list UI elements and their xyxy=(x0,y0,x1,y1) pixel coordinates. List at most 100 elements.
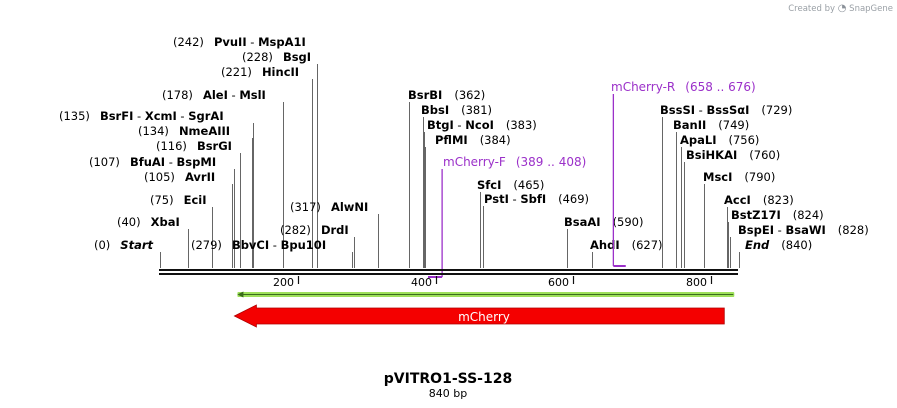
site-name-bbsi: BbsI xyxy=(421,103,449,117)
site-lines xyxy=(160,64,740,268)
site-num-bsihkai: (760) xyxy=(749,148,780,162)
label-bsaai: BsaAI (590) xyxy=(564,215,644,229)
site-num-bstz17i: (824) xyxy=(793,208,824,222)
orf-arrowhead-mcherry xyxy=(237,291,244,298)
site-num-start: (0) xyxy=(94,238,110,252)
label-end: End (840) xyxy=(745,238,812,252)
site-name-bpu10i: Bpu10I xyxy=(281,238,326,252)
label-psti: PstI - SbfI (469) xyxy=(484,192,589,206)
credit-prefix: Created by xyxy=(788,4,836,14)
site-name-banii: BanII xyxy=(673,118,706,132)
label-pvuii: (242) PvuII - MspA1I xyxy=(173,35,306,49)
backbone-strand-top xyxy=(159,269,738,271)
label-bsrgi: (116) BsrGI xyxy=(156,139,232,153)
site-num-bsssai: (729) xyxy=(761,103,792,117)
plasmid-length: 840 bp xyxy=(429,387,467,400)
label-xbai: (40) XbaI xyxy=(117,215,180,229)
tick-label-200: 200 xyxy=(273,276,294,289)
site-name-psti: PstI xyxy=(484,192,509,206)
site-name-sfci: SfcI xyxy=(477,178,501,192)
site-num-alwni: (317) xyxy=(290,200,321,214)
site-num-nmeaiii: (134) xyxy=(138,124,169,138)
label-msci: MscI (790) xyxy=(703,170,775,184)
site-name-sgrai: SgrAI xyxy=(188,109,223,123)
backbone-strand-bottom xyxy=(159,273,738,275)
site-name-alei: AleI xyxy=(203,88,228,102)
site-num-drdi: (282) xyxy=(280,223,311,237)
site-num-pflmi: (384) xyxy=(480,133,511,147)
label-hincii: (221) HincII xyxy=(221,65,299,79)
site-labels: (242) PvuII - MspA1I (228) BsgI (221) HincI… xyxy=(59,35,869,252)
site-num-acci: (823) xyxy=(763,193,794,207)
site-num-msci: (790) xyxy=(744,170,775,184)
label-bspei: BspEI - BsaWI (828) xyxy=(738,223,869,237)
site-name-bsihkai: BsiHKAI xyxy=(686,148,737,162)
site-name-bsgi: BsgI xyxy=(283,50,311,64)
label-bsrbi: BsrBI (362) xyxy=(408,88,485,102)
tick-label-400: 400 xyxy=(411,276,432,289)
label-ecii: (75) EciI xyxy=(150,193,207,207)
site-name-apali: ApaLI xyxy=(680,133,717,147)
site-name-drdi: DrdI xyxy=(321,223,349,237)
primer-range-mcherry-f: (389 .. 408) xyxy=(516,155,586,169)
primer-label-mcherry-r: mCherry-R (658 .. 676) xyxy=(611,80,756,94)
sequence-backbone xyxy=(159,269,738,275)
site-name-end: End xyxy=(745,238,770,252)
site-name-bbvci: BbvCI xyxy=(232,238,269,252)
site-num-banii: (749) xyxy=(718,118,749,132)
label-drdi: (282) DrdI xyxy=(280,223,349,237)
site-num-bsawi: (828) xyxy=(838,223,869,237)
site-name-btgi: BtgI xyxy=(427,118,454,132)
site-name-avrii: AvrII xyxy=(185,170,215,184)
site-num-avrii: (105) xyxy=(144,170,175,184)
label-bbsi: BbsI (381) xyxy=(421,103,492,117)
label-banii: BanII (749) xyxy=(673,118,749,132)
label-bsgi: (228) BsgI xyxy=(242,50,311,64)
created-by-credit: Created by ◔ SnapGene xyxy=(788,3,893,14)
label-bsihkai: BsiHKAI (760) xyxy=(686,148,780,162)
primer-marks xyxy=(428,94,626,278)
site-num-bsgi: (228) xyxy=(242,50,273,64)
label-sfci: SfcI (465) xyxy=(477,178,544,192)
site-name-acci: AccI xyxy=(724,193,751,207)
snapgene-logo-icon: ◔ xyxy=(837,3,847,14)
site-name-bsrgi: BsrGI xyxy=(197,139,232,153)
primer-labels: mCherry-F (389 .. 408) mCherry-R (658 .. 6… xyxy=(443,80,756,169)
site-num-bsrbi: (362) xyxy=(454,88,485,102)
site-num-bbvci: (279) xyxy=(191,238,222,252)
site-num-ahdi: (627) xyxy=(632,238,663,252)
label-bsrfi: (135) BsrFI - XcmI - SgrAI xyxy=(59,109,224,123)
site-name-bstz17i: BstZ17I xyxy=(731,208,781,222)
site-num-pvuii: (242) xyxy=(173,35,204,49)
site-name-bsrbi: BsrBI xyxy=(408,88,442,102)
label-ahdi: AhdI (627) xyxy=(590,238,663,252)
site-name-msli: MslI xyxy=(239,88,266,102)
site-name-bsaai: BsaAI xyxy=(564,215,601,229)
site-num-alei: (178) xyxy=(162,88,193,102)
site-name-ecii: EciI xyxy=(184,193,207,207)
site-num-bsaai: (590) xyxy=(613,215,644,229)
primer-name-mcherry-f: mCherry-F xyxy=(443,155,506,169)
site-name-bsssi: BssSI xyxy=(660,103,695,117)
label-alwni: (317) AlwNI xyxy=(290,200,368,214)
site-num-ecii: (75) xyxy=(150,193,174,207)
credit-brand: SnapGene xyxy=(849,4,893,14)
site-name-ncoi: NcoI xyxy=(465,118,494,132)
primer-label-mcherry-f: mCherry-F (389 .. 408) xyxy=(443,155,586,169)
site-num-xbai: (40) xyxy=(117,215,141,229)
site-name-msci: MscI xyxy=(703,170,732,184)
label-bbvci: (279) BbvCI - Bpu10I xyxy=(191,238,326,252)
site-name-pflmi: PflMI xyxy=(435,133,468,147)
primer-name-mcherry-r: mCherry-R xyxy=(611,80,675,94)
site-num-apali: (756) xyxy=(729,133,760,147)
label-bsssi: BssSI - BssSαI (729) xyxy=(660,103,792,117)
site-num-bsrgi: (116) xyxy=(156,139,187,153)
label-nmeaiii: (134) NmeAIII xyxy=(138,124,230,138)
primer-range-mcherry-r: (658 .. 676) xyxy=(685,80,755,94)
site-name-bsssai: BssSαI xyxy=(707,103,750,117)
site-name-alwni: AlwNI xyxy=(331,200,368,214)
site-name-bfuai: BfuAI xyxy=(130,155,165,169)
site-name-mspa1i: MspA1I xyxy=(258,35,306,49)
site-name-pvuii: PvuII xyxy=(214,35,247,49)
